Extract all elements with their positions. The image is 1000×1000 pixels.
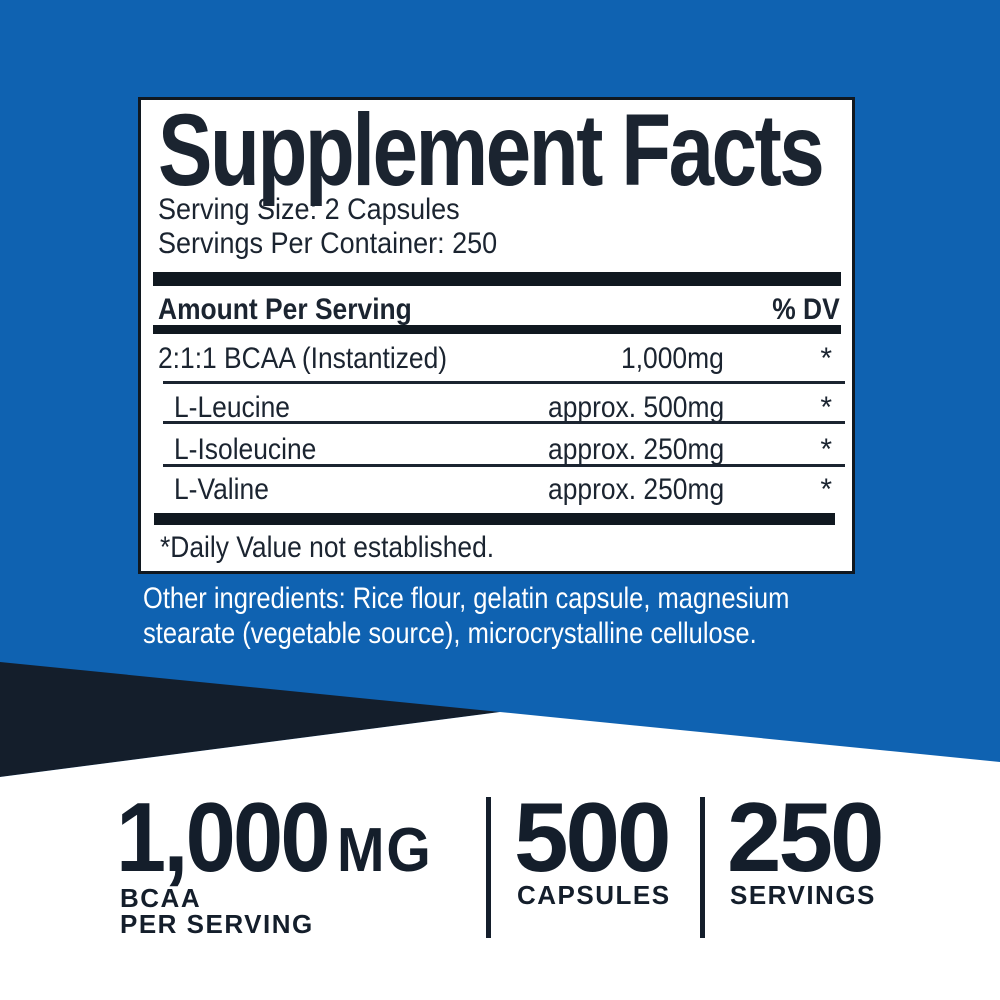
table-row: L-Isoleucine approx. 250mg * (141, 433, 852, 469)
dv-asterisk: * (820, 342, 832, 375)
stat-divider (486, 797, 491, 938)
capsule-count-stat: 500 (514, 782, 672, 892)
ingredient-amount: approx. 250mg (547, 433, 724, 466)
dv-asterisk: * (820, 473, 832, 506)
percent-dv-header: % DV (772, 293, 840, 326)
supplement-facts-panel: Supplement Facts Serving Size: 2 Capsule… (138, 93, 855, 574)
daily-value-footnote: *Daily Value not established. (160, 531, 495, 564)
row-divider (163, 421, 845, 424)
ingredient-amount: 1,000mg (621, 342, 724, 375)
capsule-count-value: 500 (514, 782, 672, 892)
other-ingredients-line1: Other ingredients: Rice flour, gelatin c… (143, 582, 790, 615)
servings-count-value: 250 (727, 782, 885, 892)
ingredient-name: L-Valine (174, 473, 269, 506)
dv-asterisk: * (820, 391, 832, 424)
medium-rule (153, 325, 841, 334)
table-column-header: Amount Per Serving % DV (141, 293, 852, 327)
serving-size-line: Serving Size: 2 Capsules (158, 193, 460, 226)
ingredient-name: 2:1:1 BCAA (Instantized) (158, 342, 448, 375)
other-ingredients-text: Other ingredients: Rice flour, gelatin c… (143, 581, 789, 651)
servings-per-container-line: Servings Per Container: 250 (158, 227, 498, 260)
other-ingredients-line2: stearate (vegetable source), microcrysta… (143, 617, 757, 650)
thick-rule-bottom (154, 513, 835, 525)
dose-label-line2: PER SERVING (120, 909, 314, 939)
dose-per-serving-stat: 1,000 MG (116, 788, 433, 886)
thick-rule-top (153, 272, 841, 286)
ingredient-name: L-Leucine (174, 391, 290, 424)
servings-count-label: SERVINGS (730, 880, 876, 910)
table-row: L-Leucine approx. 500mg * (141, 391, 852, 427)
supplement-facts-title: Supplement Facts (158, 93, 825, 207)
dose-unit: MG (337, 816, 433, 885)
capsule-count-label: CAPSULES (517, 880, 671, 910)
navy-wedge-shape (0, 662, 500, 777)
ingredient-name: L-Isoleucine (174, 433, 317, 466)
table-row: L-Valine approx. 250mg * (141, 473, 852, 509)
ingredient-amount: approx. 500mg (547, 391, 724, 424)
table-row: 2:1:1 BCAA (Instantized) 1,000mg * (141, 342, 852, 378)
row-divider (163, 464, 845, 467)
ingredient-amount: approx. 250mg (547, 473, 724, 506)
white-bottom-shape (0, 712, 1000, 1000)
row-divider (163, 381, 845, 384)
stat-divider (700, 797, 705, 938)
dose-label-line1: BCAA (120, 883, 202, 913)
amount-per-serving-header: Amount Per Serving (158, 293, 412, 326)
servings-count-stat: 250 (727, 782, 885, 892)
dose-value: 1,000 (116, 782, 331, 892)
dv-asterisk: * (820, 433, 832, 466)
